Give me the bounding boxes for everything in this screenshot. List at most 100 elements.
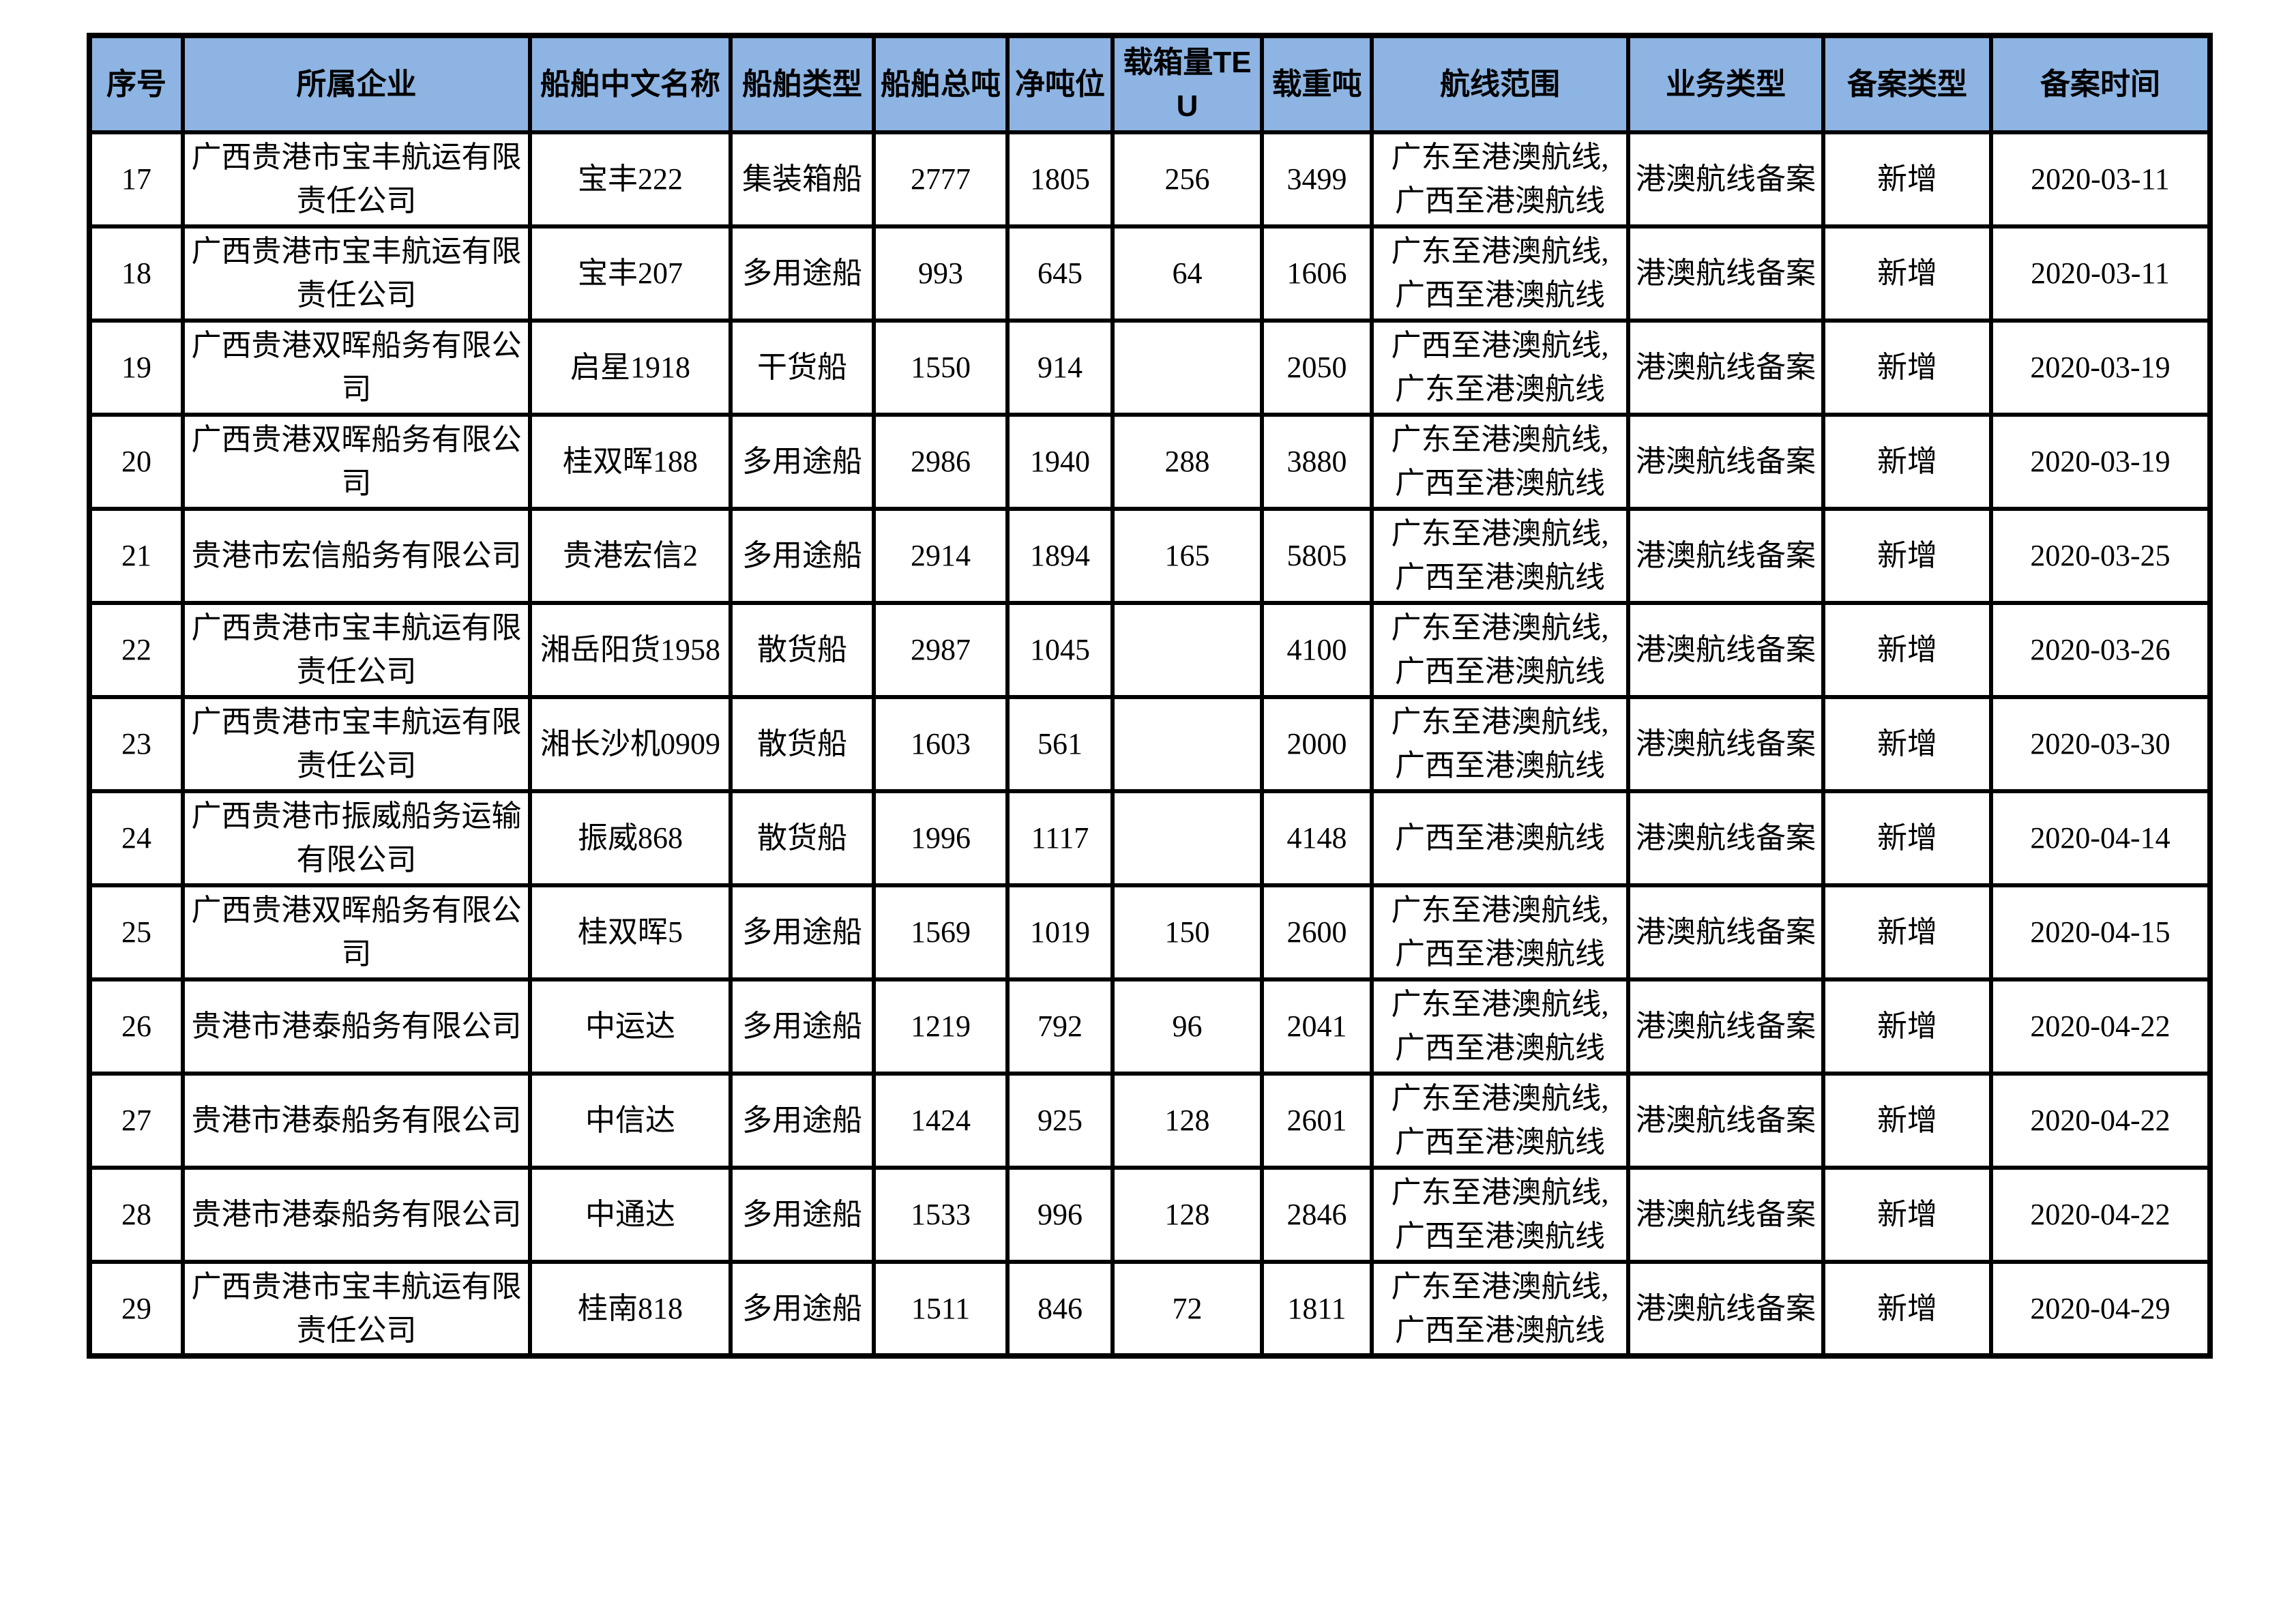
cell-ship-name: 宝丰207: [528, 224, 733, 323]
cell-business-type: 港澳航线备案: [1626, 224, 1825, 323]
cell-company: 广西贵港市宝丰航运有限责任公司: [181, 601, 532, 699]
cell-gross-tonnage: 1569: [872, 883, 1010, 981]
cell-net-tonnage: 925: [1005, 1072, 1115, 1170]
cell-teu: 165: [1110, 507, 1264, 605]
cell-teu: 256: [1110, 130, 1264, 228]
cell-company: 贵港市宏信船务有限公司: [181, 507, 532, 605]
cell-seq: 26: [87, 977, 185, 1076]
cell-ship-type: 集装箱船: [728, 130, 876, 228]
cell-route: 广东至港澳航线, 广西至港澳航线: [1370, 883, 1630, 981]
cell-ship-name: 湘岳阳货1958: [528, 601, 733, 699]
cell-filing-type: 新增: [1821, 883, 1993, 981]
cell-filing-date: 2020-04-22: [1989, 977, 2212, 1076]
cell-business-type: 港澳航线备案: [1626, 507, 1825, 605]
cell-route: 广东至港澳航线, 广西至港澳航线: [1370, 413, 1630, 511]
cell-teu: [1110, 695, 1264, 793]
cell-ship-type: 多用途船: [728, 883, 876, 981]
col-header-teu: 载箱量TEU: [1110, 33, 1264, 134]
cell-ship-name: 中信达: [528, 1072, 733, 1170]
table-row: 19 广西贵港双晖船务有限公司 启星1918 干货船 1550 914 2050 广西至港澳航…: [87, 319, 2212, 417]
cell-ship-type: 多用途船: [728, 1260, 876, 1358]
cell-business-type: 港澳航线备案: [1626, 601, 1825, 699]
cell-ship-type: 多用途船: [728, 507, 876, 605]
cell-seq: 24: [87, 789, 185, 887]
cell-net-tonnage: 996: [1005, 1166, 1115, 1264]
table-row: 25 广西贵港双晖船务有限公司 桂双晖5 多用途船 1569 1019 150 2600 广东至…: [87, 883, 2212, 981]
cell-ship-name: 桂双晖188: [528, 413, 733, 511]
cell-deadweight: 2600: [1260, 883, 1374, 981]
cell-filing-type: 新增: [1821, 1260, 1993, 1358]
table-row: 28 贵港市港泰船务有限公司 中通达 多用途船 1533 996 128 2846 广东至港澳航…: [87, 1166, 2212, 1264]
cell-deadweight: 3880: [1260, 413, 1374, 511]
cell-ship-name: 中运达: [528, 977, 733, 1076]
cell-gross-tonnage: 1511: [872, 1260, 1010, 1358]
cell-deadweight: 5805: [1260, 507, 1374, 605]
cell-gross-tonnage: 1219: [872, 977, 1010, 1076]
cell-ship-type: 多用途船: [728, 413, 876, 511]
col-header-net-tonnage: 净吨位: [1005, 33, 1115, 134]
table-row: 24 广西贵港市振威船务运输有限公司 振威868 散货船 1996 1117 4148 广西至…: [87, 789, 2212, 887]
cell-deadweight: 2846: [1260, 1166, 1374, 1264]
cell-teu: [1110, 601, 1264, 699]
cell-seq: 27: [87, 1072, 185, 1170]
cell-net-tonnage: 1117: [1005, 789, 1115, 887]
table-row: 22 广西贵港市宝丰航运有限责任公司 湘岳阳货1958 散货船 2987 1045 4100…: [87, 601, 2212, 699]
cell-business-type: 港澳航线备案: [1626, 413, 1825, 511]
cell-company: 广西贵港双晖船务有限公司: [181, 883, 532, 981]
cell-filing-date: 2020-03-19: [1989, 413, 2212, 511]
cell-deadweight: 1811: [1260, 1260, 1374, 1358]
cell-business-type: 港澳航线备案: [1626, 1166, 1825, 1264]
cell-route: 广东至港澳航线, 广西至港澳航线: [1370, 1166, 1630, 1264]
cell-deadweight: 2000: [1260, 695, 1374, 793]
cell-company: 广西贵港市宝丰航运有限责任公司: [181, 224, 532, 323]
cell-filing-type: 新增: [1821, 224, 1993, 323]
col-header-business-type: 业务类型: [1626, 33, 1825, 134]
cell-business-type: 港澳航线备案: [1626, 1260, 1825, 1358]
cell-gross-tonnage: 2987: [872, 601, 1010, 699]
cell-ship-name: 启星1918: [528, 319, 733, 417]
cell-company: 广西贵港双晖船务有限公司: [181, 413, 532, 511]
cell-teu: 288: [1110, 413, 1264, 511]
cell-gross-tonnage: 1603: [872, 695, 1010, 793]
cell-seq: 21: [87, 507, 185, 605]
cell-ship-type: 干货船: [728, 319, 876, 417]
cell-gross-tonnage: 1424: [872, 1072, 1010, 1170]
cell-seq: 19: [87, 319, 185, 417]
cell-deadweight: 1606: [1260, 224, 1374, 323]
cell-seq: 18: [87, 224, 185, 323]
cell-business-type: 港澳航线备案: [1626, 883, 1825, 981]
cell-deadweight: 2050: [1260, 319, 1374, 417]
cell-ship-name: 贵港宏信2: [528, 507, 733, 605]
cell-net-tonnage: 1019: [1005, 883, 1115, 981]
cell-ship-type: 多用途船: [728, 1072, 876, 1170]
cell-filing-type: 新增: [1821, 507, 1993, 605]
cell-company: 广西贵港市宝丰航运有限责任公司: [181, 130, 532, 228]
cell-seq: 22: [87, 601, 185, 699]
cell-gross-tonnage: 1550: [872, 319, 1010, 417]
table-row: 23 广西贵港市宝丰航运有限责任公司 湘长沙机0909 散货船 1603 561 2000 广…: [87, 695, 2212, 793]
cell-teu: 128: [1110, 1166, 1264, 1264]
cell-ship-name: 桂双晖5: [528, 883, 733, 981]
cell-gross-tonnage: 2777: [872, 130, 1010, 228]
table-row: 17 广西贵港市宝丰航运有限责任公司 宝丰222 集装箱船 2777 1805 256 349…: [87, 130, 2212, 228]
cell-filing-date: 2020-03-30: [1989, 695, 2212, 793]
cell-net-tonnage: 1805: [1005, 130, 1115, 228]
cell-net-tonnage: 645: [1005, 224, 1115, 323]
cell-route: 广东至港澳航线, 广西至港澳航线: [1370, 601, 1630, 699]
cell-business-type: 港澳航线备案: [1626, 789, 1825, 887]
cell-net-tonnage: 846: [1005, 1260, 1115, 1358]
cell-net-tonnage: 1045: [1005, 601, 1115, 699]
cell-ship-name: 振威868: [528, 789, 733, 887]
cell-ship-name: 宝丰222: [528, 130, 733, 228]
cell-business-type: 港澳航线备案: [1626, 977, 1825, 1076]
cell-ship-type: 多用途船: [728, 224, 876, 323]
cell-teu: 150: [1110, 883, 1264, 981]
cell-filing-date: 2020-04-14: [1989, 789, 2212, 887]
cell-teu: 64: [1110, 224, 1264, 323]
table-row: 18 广西贵港市宝丰航运有限责任公司 宝丰207 多用途船 993 645 64 1606 广东…: [87, 224, 2212, 323]
cell-filing-date: 2020-04-15: [1989, 883, 2212, 981]
cell-route: 广西至港澳航线: [1370, 789, 1630, 887]
cell-teu: [1110, 319, 1264, 417]
cell-company: 广西贵港市宝丰航运有限责任公司: [181, 695, 532, 793]
